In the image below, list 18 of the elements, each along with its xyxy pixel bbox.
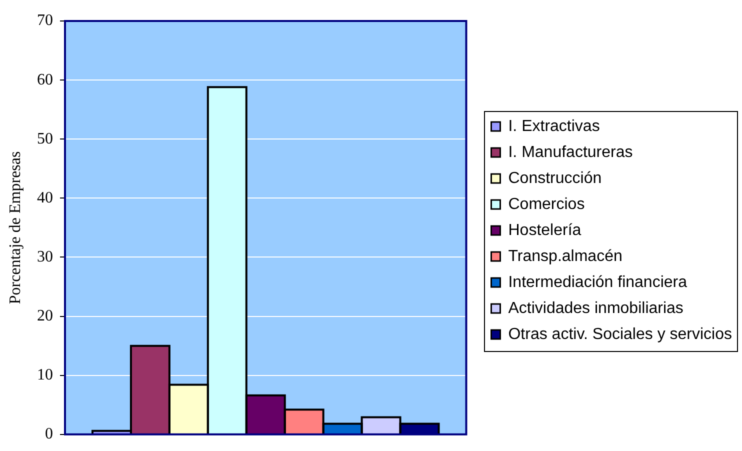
legend-label: I. Extractivas [508,118,600,135]
y-tick-label: 0 [45,426,53,443]
y-tick-label: 10 [37,366,53,384]
y-tick-label: 20 [37,307,53,324]
y-tick-label: 50 [37,130,53,148]
y-tick-label: 60 [37,71,53,88]
legend-label: Construcción [508,170,602,187]
legend-label: Otras activ. Sociales y servicios [508,326,732,343]
y-tick-label: 40 [37,189,53,206]
legend-label: Transp.almacén [508,248,622,265]
legend-label: Actividades inmobiliarias [508,300,684,317]
legend-label: Intermediación financiera [508,274,688,291]
legend-label: Comercios [508,196,585,213]
legend-label: I. Manufactureras [508,144,633,161]
y-tick-label: 30 [37,248,53,266]
legend-label: Hostelería [508,222,582,239]
y-tick-label: 70 [37,12,53,30]
y-axis-title: Porcentaje de Empresas [6,151,24,304]
